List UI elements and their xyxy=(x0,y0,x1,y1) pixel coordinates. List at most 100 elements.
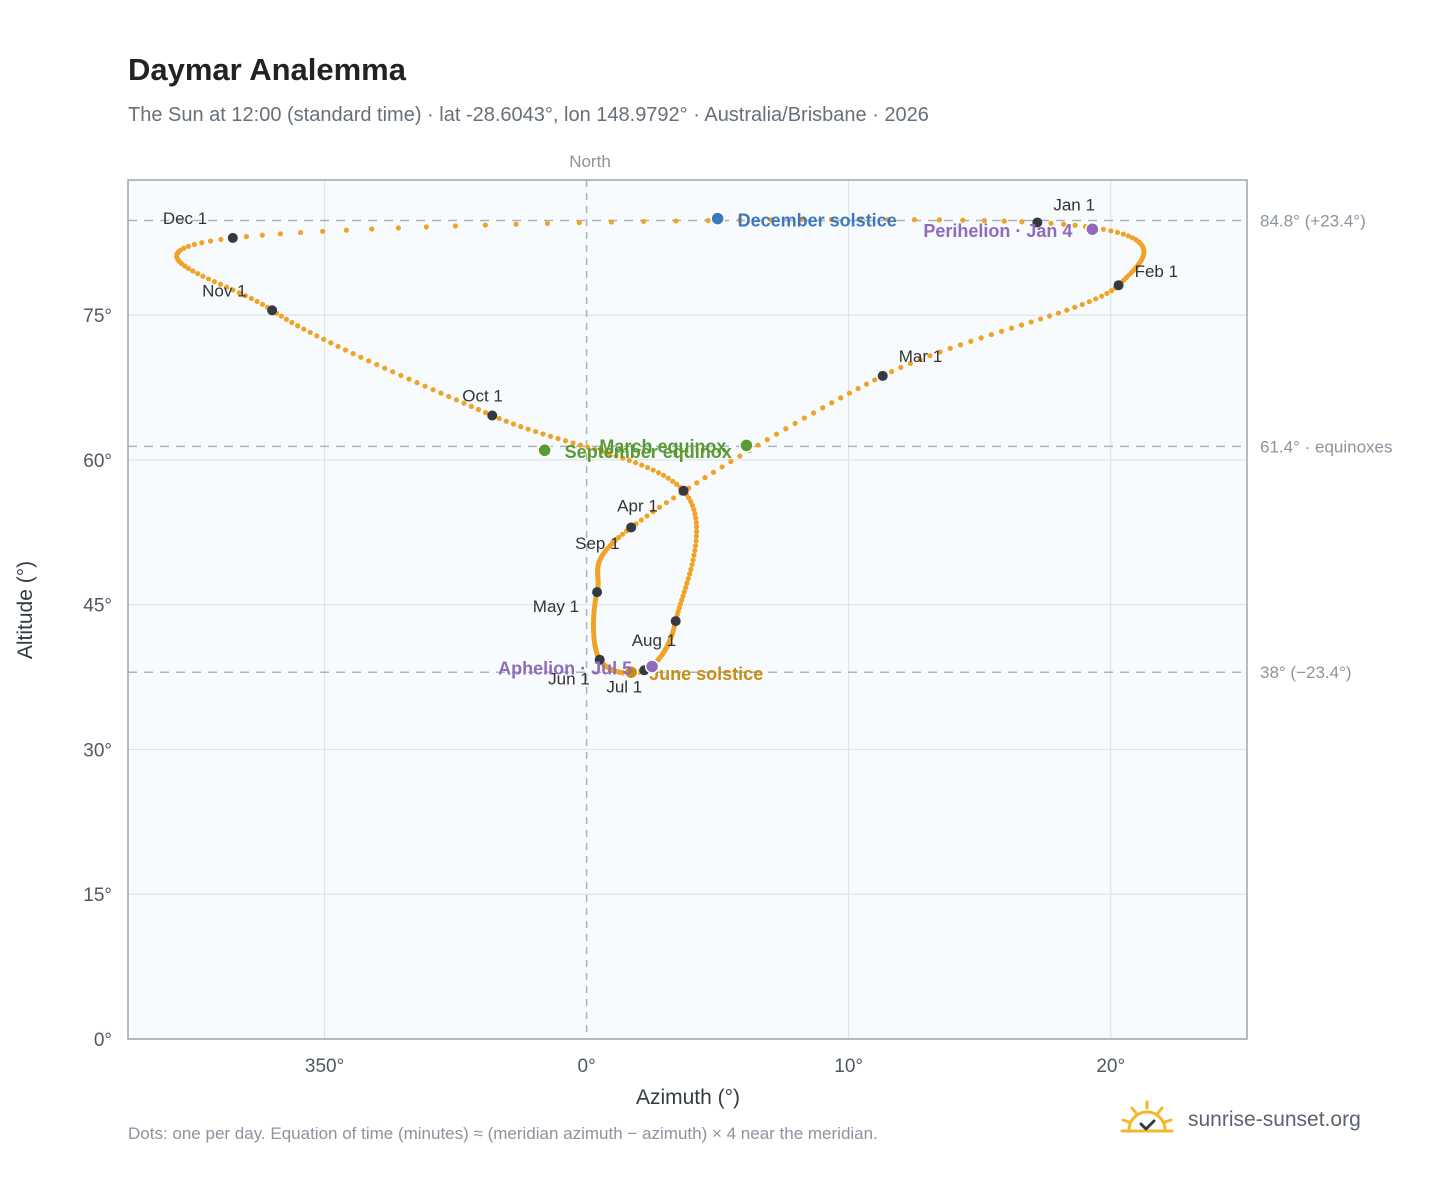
daily-sun-dot xyxy=(677,601,684,607)
daily-sun-dot xyxy=(639,462,645,468)
daily-sun-dot xyxy=(1055,310,1062,316)
daily-sun-dot xyxy=(1108,288,1115,294)
daily-sun-dot xyxy=(978,335,984,341)
daily-sun-dot xyxy=(452,223,458,229)
daily-sun-dot xyxy=(1018,322,1025,328)
daily-sun-dot xyxy=(619,531,626,537)
month-marker-label: Aug 1 xyxy=(632,631,676,650)
daily-sun-dot xyxy=(656,504,663,510)
y-tick-label: 60° xyxy=(83,451,112,472)
event-marker-label: September equinox xyxy=(565,442,732,462)
daily-sun-dot xyxy=(606,451,612,457)
daily-sun-dot xyxy=(768,217,774,223)
month-marker-label: Dec 1 xyxy=(163,209,207,228)
daily-sun-dot xyxy=(710,469,717,475)
daily-sun-dot xyxy=(218,236,224,243)
daily-sun-dot xyxy=(278,313,284,319)
daily-sun-dot xyxy=(670,495,677,501)
daily-sun-dot xyxy=(297,229,304,236)
daily-sun-dot xyxy=(475,406,482,413)
month-marker-dot xyxy=(670,616,681,627)
daily-sun-dot xyxy=(673,218,679,224)
daily-sun-dot xyxy=(650,467,656,473)
daily-sun-dot xyxy=(846,390,853,396)
daily-sun-dot xyxy=(254,298,260,305)
x-tick-label: 0° xyxy=(578,1056,596,1077)
daily-sun-dot xyxy=(1061,221,1067,227)
daily-sun-dot xyxy=(650,509,656,515)
daily-sun-dot xyxy=(828,216,835,223)
daily-sun-dot xyxy=(691,506,697,513)
event-marker-dot xyxy=(1085,221,1100,237)
daily-sun-dot xyxy=(692,543,699,549)
daily-sun-dot xyxy=(185,265,192,272)
daily-sun-dot xyxy=(513,221,519,227)
daily-sun-dot xyxy=(1072,304,1078,310)
y-tick-label: 0° xyxy=(94,1030,112,1051)
daily-sun-dot xyxy=(1072,222,1078,228)
daily-sun-dot xyxy=(927,353,933,359)
daily-sun-dot xyxy=(838,395,844,401)
daily-sun-dot xyxy=(577,442,584,448)
daily-sun-dot xyxy=(907,360,913,367)
daily-sun-dot xyxy=(693,538,699,544)
daily-sun-dot xyxy=(1125,233,1131,239)
chart-title: Daymar Analemma xyxy=(128,52,406,87)
axis-ticks: 350° 0° 10° 20° 0° 15° 30° 45° 60° 75° xyxy=(83,306,1125,1077)
daily-sun-dot xyxy=(981,218,988,224)
daily-sun-dot xyxy=(693,533,700,539)
daily-sun-dot xyxy=(224,284,230,290)
daily-sun-dot xyxy=(570,440,576,446)
x-tick-label: 20° xyxy=(1096,1056,1125,1077)
daily-sun-dot xyxy=(414,380,420,386)
daily-sun-dot xyxy=(663,500,669,506)
daily-sun-dot xyxy=(960,217,966,223)
daily-sun-dot xyxy=(453,397,460,403)
daily-sun-dot xyxy=(342,347,349,353)
y-tick-label: 45° xyxy=(83,596,112,617)
daily-sun-dot xyxy=(242,293,248,299)
daily-sun-dot xyxy=(398,372,404,379)
daily-sun-dot xyxy=(547,433,554,439)
daily-sun-dot xyxy=(503,418,509,424)
daily-sun-dot xyxy=(692,511,698,517)
event-marker-dot xyxy=(710,211,725,226)
daily-sun-dot xyxy=(679,597,685,603)
month-marker-dot xyxy=(594,654,605,665)
month-marker-label: Oct 1 xyxy=(462,387,503,406)
daily-sun-dot xyxy=(321,336,327,342)
daily-sun-dot xyxy=(199,240,205,246)
daily-sun-dot xyxy=(737,453,743,459)
daily-sun-dot xyxy=(307,329,313,336)
daily-sun-dot xyxy=(190,268,196,274)
daily-sun-dot xyxy=(670,478,676,484)
daily-sun-dot xyxy=(693,524,700,530)
daily-sun-dot xyxy=(692,547,698,554)
daily-sun-dot xyxy=(783,426,789,432)
daily-sun-dot xyxy=(540,431,546,437)
month-marker-dot xyxy=(877,370,888,381)
daily-sun-dot xyxy=(998,328,1005,334)
brand-name: sunrise-sunset.org xyxy=(1188,1108,1361,1131)
daily-sun-dot xyxy=(644,464,651,471)
daily-sun-dot xyxy=(374,361,380,368)
event-marker-dot xyxy=(644,659,660,674)
daily-sun-dot xyxy=(314,333,320,339)
month-marker-dot xyxy=(1032,217,1043,228)
brand-logo[interactable]: sunrise-sunset.org xyxy=(1120,1100,1361,1140)
reference-line-label: 61.4° · equinoxes xyxy=(1260,437,1393,456)
daily-sun-dot xyxy=(689,562,695,568)
daily-sun-dot xyxy=(685,576,691,582)
plot-area xyxy=(128,180,1247,1039)
footnote: Dots: one per day. Equation of time (min… xyxy=(128,1124,878,1143)
event-marker-label: Aphelion · Jul 5 xyxy=(498,658,632,678)
x-axis-title: Azimuth (°) xyxy=(636,1086,740,1109)
daily-sun-dot xyxy=(236,290,242,296)
daily-sun-dot xyxy=(525,426,531,432)
daily-sun-dot xyxy=(343,227,349,233)
event-marker-dot xyxy=(623,664,639,680)
daily-sun-dot xyxy=(562,438,569,444)
y-axis-title: Altitude (°) xyxy=(14,561,37,659)
daily-sun-dot xyxy=(422,383,428,389)
month-marker-dot xyxy=(1113,280,1124,291)
